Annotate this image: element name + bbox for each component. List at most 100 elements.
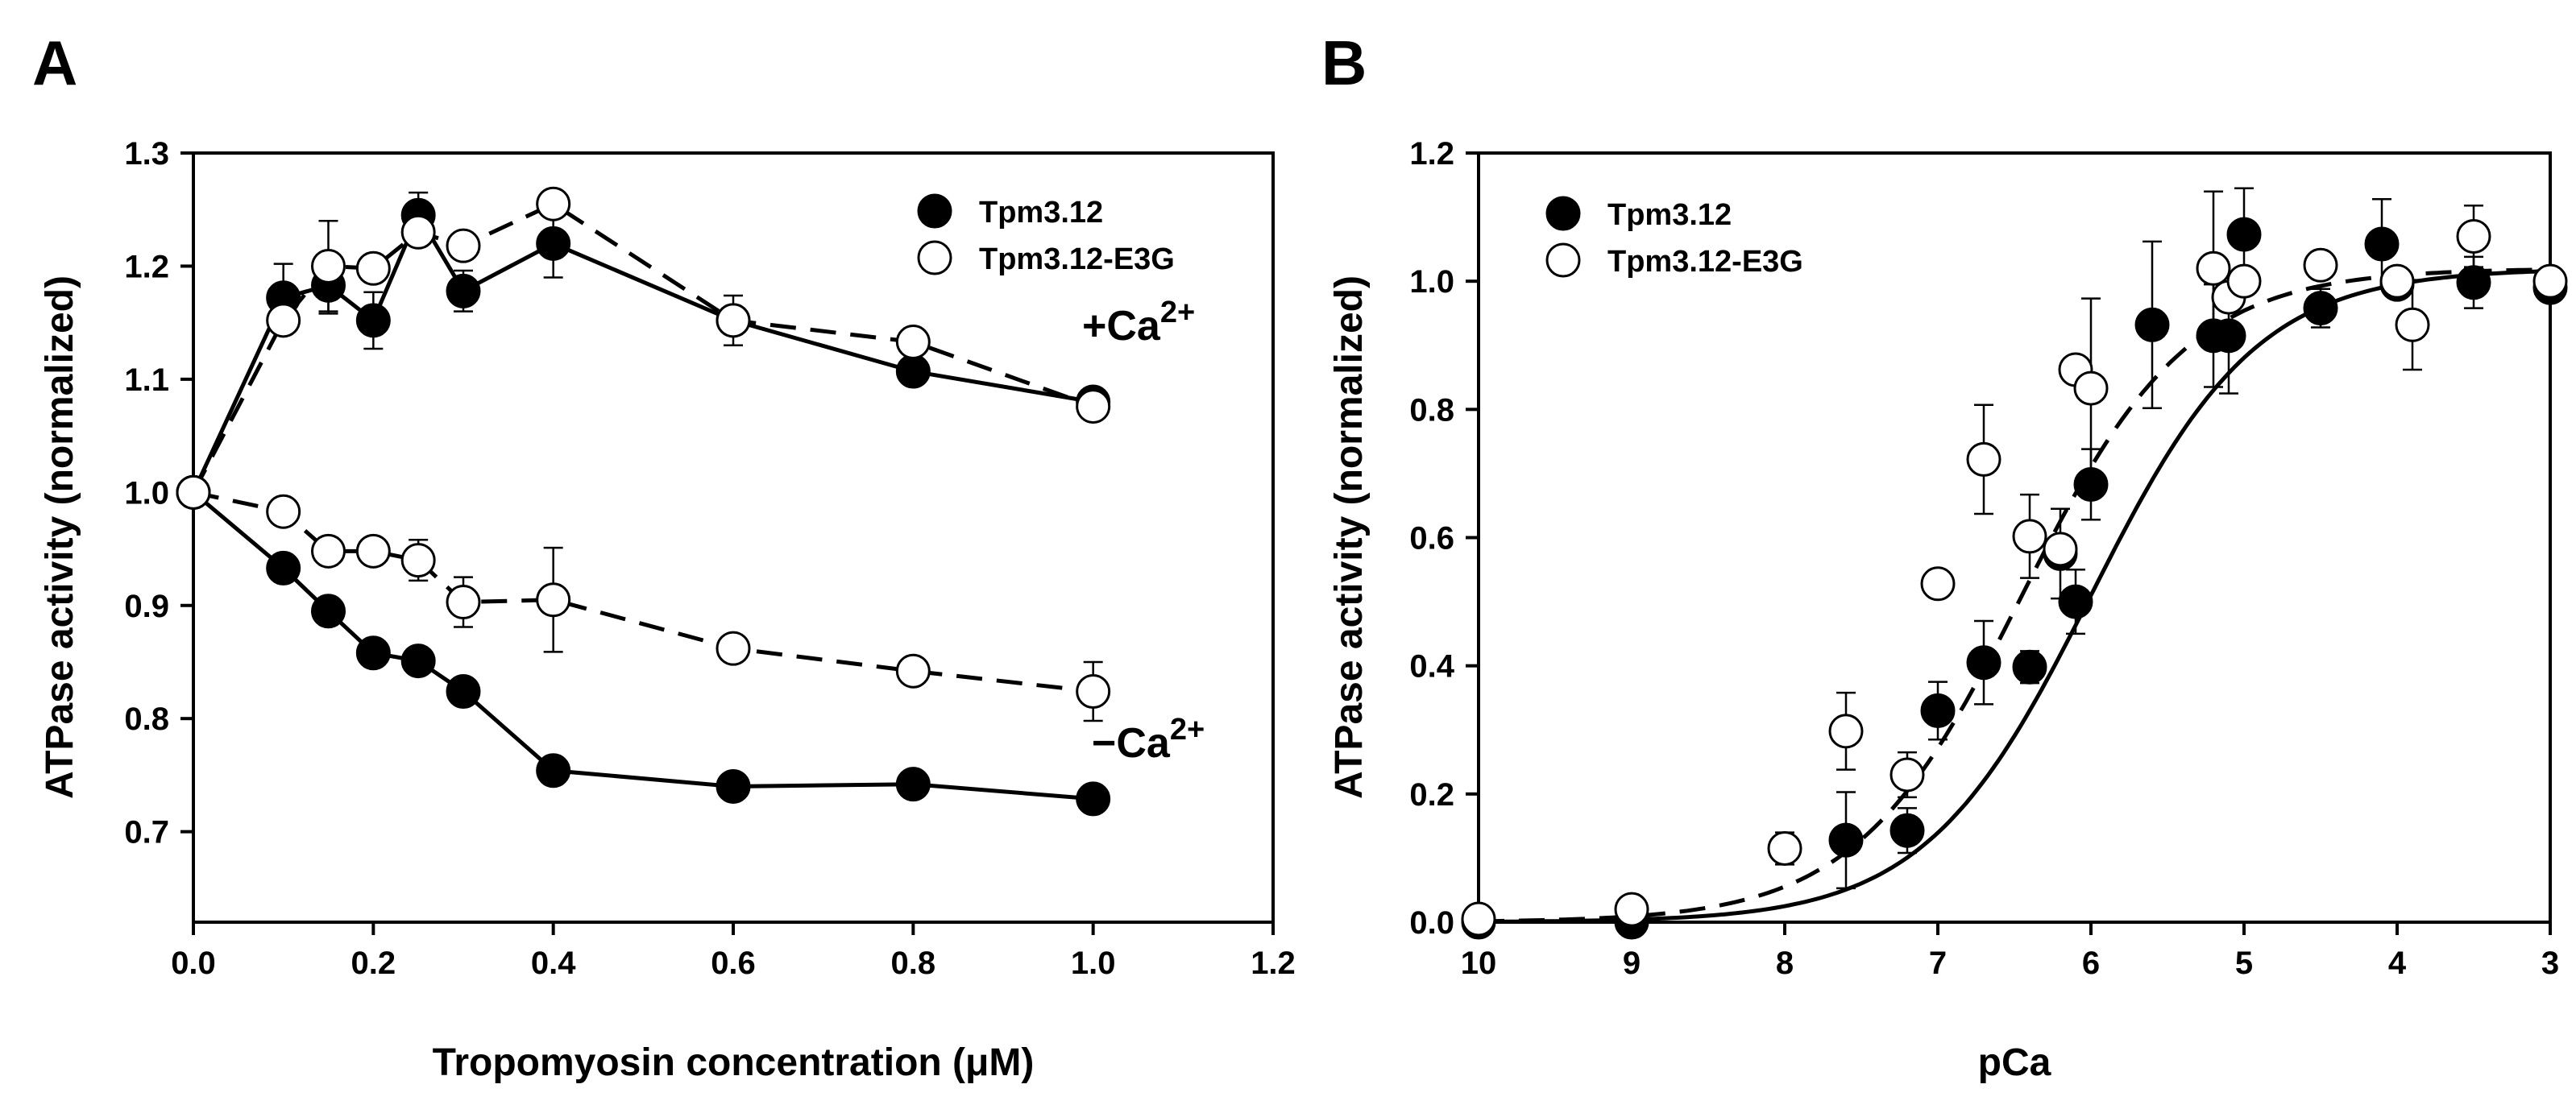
panel-b-legend-label-tpm312-e3g: Tpm3.12-E3G	[1607, 245, 1803, 279]
panel-b-legend-label-tpm312: Tpm3.12	[1607, 198, 1732, 232]
panel-a-tpm3-12--ca2-point	[400, 644, 436, 679]
panel-a-tpm3-12--ca2-point	[536, 226, 571, 261]
panel-a-y-tick-label: 1.3	[124, 136, 169, 172]
panel-a-tpm3-12-e3g--ca2-point	[266, 303, 301, 338]
panel-a-letter: A	[32, 27, 77, 98]
panel-b-y-tick-label: 1.2	[1409, 136, 1454, 172]
panel-a-legend-label-tpm312-e3g: Tpm3.12-E3G	[979, 242, 1175, 276]
panel-a-tpm3-12-e3g--ca2-point	[176, 474, 211, 510]
panel-a-plot-layer: 0.0 0.2 0.4 0.6 0.8 1.0 1.2 0.7 0.8 0.9 1.0 1.1 1.2 1…	[124, 136, 1295, 981]
panel-a-tpm3-12--ca2-point	[266, 550, 301, 586]
panel-b-tpm3-12-point	[2058, 584, 2093, 619]
panel-a-tpm3-12-e3g--ca2-point	[355, 250, 391, 286]
panel-a-tpm3-12-e3g--ca2-line	[191, 201, 1094, 494]
panel-b-tpm3-12-e3g-point	[1461, 901, 1496, 937]
panel-a-tpm3-12--ca2-point	[311, 594, 346, 629]
panel-a-x-axis-title: Tropomyosin concentration (μM)	[433, 1041, 1035, 1084]
panel-a-tpm3-12-e3g--ca2-line	[193, 490, 1093, 693]
panel-b-tpm3-12-point	[1828, 822, 1864, 858]
panel-a-annotation-plus-ca: +Ca2+	[1082, 296, 1195, 350]
panel-a-tpm3-12-e3g--ca2-point	[895, 653, 931, 689]
panel-b-y-tick-label: 0.2	[1409, 777, 1454, 813]
panel-b-tpm3-12-point	[2303, 291, 2338, 326]
panel-a-y-tick-label: 1.0	[124, 475, 169, 511]
panel-a-tpm3-12-e3g--ca2-point	[446, 228, 481, 263]
panel-a-legend-marker-tpm312	[917, 193, 952, 229]
panel-a-lines	[191, 201, 1094, 801]
panel-b-lines	[1479, 267, 2551, 924]
panel-b-plot-layer: 10 9 8 7 6 5 4 3 0.0 0.2 0.4 0.6 0.8 1.0 1.2	[1409, 136, 2568, 981]
panel-a-tpm3-12-e3g--ca2-point	[311, 248, 346, 283]
panel-a-y-tick-label: 1.2	[124, 249, 169, 284]
panel-a-tpm3-12--ca2-point	[1076, 781, 1111, 817]
panel-b-x-tick-label: 8	[1776, 946, 1794, 981]
panel-b-x-tick-label: 6	[2082, 946, 2100, 981]
panel-b-x-tick-label: 7	[1929, 946, 1947, 981]
panel-a-tpm3-12-e3g--ca2-point	[1076, 389, 1111, 424]
panel-b-tpm3-12-e3g-point	[2532, 263, 2568, 299]
panel-a-legend-marker-tpm312-e3g	[917, 240, 952, 275]
panel-b-legend-marker-tpm312	[1545, 196, 1581, 231]
panel-b-x-axis-title: pCa	[1978, 1041, 2051, 1084]
panel-a-tpm3-12--ca2-point	[536, 753, 571, 788]
panel-b-x-tick-label: 3	[2541, 946, 2559, 981]
panel-a-tpm3-12-e3g--ca2-point	[895, 325, 931, 360]
panel-b-tpm3-12-point	[2456, 265, 2491, 300]
panel-b-tpm3-12-fit-curve	[1479, 269, 2551, 924]
panel-b-tpm3-12-point	[2211, 318, 2246, 354]
panel-b-tpm3-12-e3g-point	[2073, 370, 2109, 406]
panel-a-tpm3-12-e3g--ca2-point	[400, 214, 436, 250]
panel-a-legend-label-tpm312: Tpm3.12	[979, 196, 1103, 230]
panel-a-tpm3-12-e3g--ca2-point	[400, 543, 436, 578]
panel-b-letter: B	[1321, 27, 1367, 98]
panel-a-y-axis-title: ATPase activity (normalized)	[39, 275, 81, 799]
panel-b-legend-marker-tpm312-e3g	[1545, 242, 1581, 278]
panel-a-annotation-minus-ca: −Ca2+	[1092, 713, 1205, 767]
panel-b-x-tick-label: 4	[2388, 946, 2407, 981]
panel-a-tpm3-12-e3g--ca2-point	[446, 585, 481, 620]
panel-b-y-axis-title: ATPase activity (normalized)	[1328, 275, 1371, 799]
panel-b-tpm3-12-point	[2134, 307, 2170, 342]
panel-a-points	[176, 186, 1111, 817]
panel-a-tpm3-12--ca2-point	[355, 635, 391, 671]
panel-a-y-tick-label: 0.7	[124, 815, 169, 850]
panel-b-tpm3-12-point	[2012, 649, 2047, 685]
panel-b-points	[1461, 217, 2568, 940]
panel-b-tpm3-12-e3g-point	[1614, 892, 1649, 927]
panel-b-x-tick-label: 9	[1623, 946, 1641, 981]
panel-b-tpm3-12-point	[1966, 645, 2001, 681]
panel-a-y-tick-label: 0.8	[124, 701, 169, 737]
panel-b-y-tick-label: 0.8	[1409, 392, 1454, 428]
panel-b-tpm3-12-e3g-point	[2043, 532, 2078, 567]
panel-b: B 10 9 8 7 6 5 4 3 0.0 0.2 0.4 0.6 0.8 1.0 1.2 pCa ATP…	[1321, 27, 2568, 1084]
panel-b-tpm3-12-point	[1920, 693, 1956, 728]
panel-b-tpm3-12-e3g-point	[2196, 250, 2231, 286]
panel-b-tpm3-12-e3g-fit-curve	[1479, 267, 2551, 924]
panel-b-tpm3-12-e3g-point	[2379, 263, 2415, 299]
panel-b-tpm3-12-point	[2226, 217, 2262, 252]
panel-b-tpm3-12-e3g-point	[2395, 307, 2430, 342]
panel-b-x-tick-label: 10	[1461, 946, 1497, 981]
panel-a-tpm3-12--ca2-line	[192, 490, 1093, 801]
panel-b-error-bars	[1775, 187, 2483, 890]
panel-b-y-tick-label: 0.0	[1409, 905, 1454, 941]
panel-b-tpm3-12-e3g-point	[2012, 519, 2047, 554]
panel-a-tpm3-12--ca2-point	[716, 768, 751, 804]
panel-a-x-tick-label: 0.6	[711, 946, 756, 981]
panel-a-legend: Tpm3.12 Tpm3.12-E3G	[917, 193, 1175, 276]
panel-b-y-tick-label: 0.4	[1409, 649, 1454, 685]
panel-b-y-tick-label: 0.6	[1409, 521, 1454, 557]
panel-b-tpm3-12-e3g-point	[1889, 757, 1925, 793]
panel-a-tpm3-12-e3g--ca2-point	[355, 533, 391, 569]
panel-a-tpm3-12--ca2-point	[895, 354, 931, 389]
panel-b-tpm3-12-e3g-point	[1828, 714, 1864, 749]
panel-b-tpm3-12-e3g-point	[2456, 218, 2491, 254]
panel-a-tpm3-12--ca2-point	[895, 767, 931, 802]
panel-a-y-tick-label: 0.9	[124, 589, 169, 624]
panel-a-tpm3-12-e3g--ca2-point	[536, 186, 571, 221]
panel-a-tpm3-12--ca2-point	[355, 303, 391, 338]
panel-b-tpm3-12-e3g-point	[1920, 566, 1956, 602]
panel-b-tpm3-12-e3g-point	[1767, 830, 1802, 866]
panel-a-x-tick-label: 0.2	[351, 946, 396, 981]
